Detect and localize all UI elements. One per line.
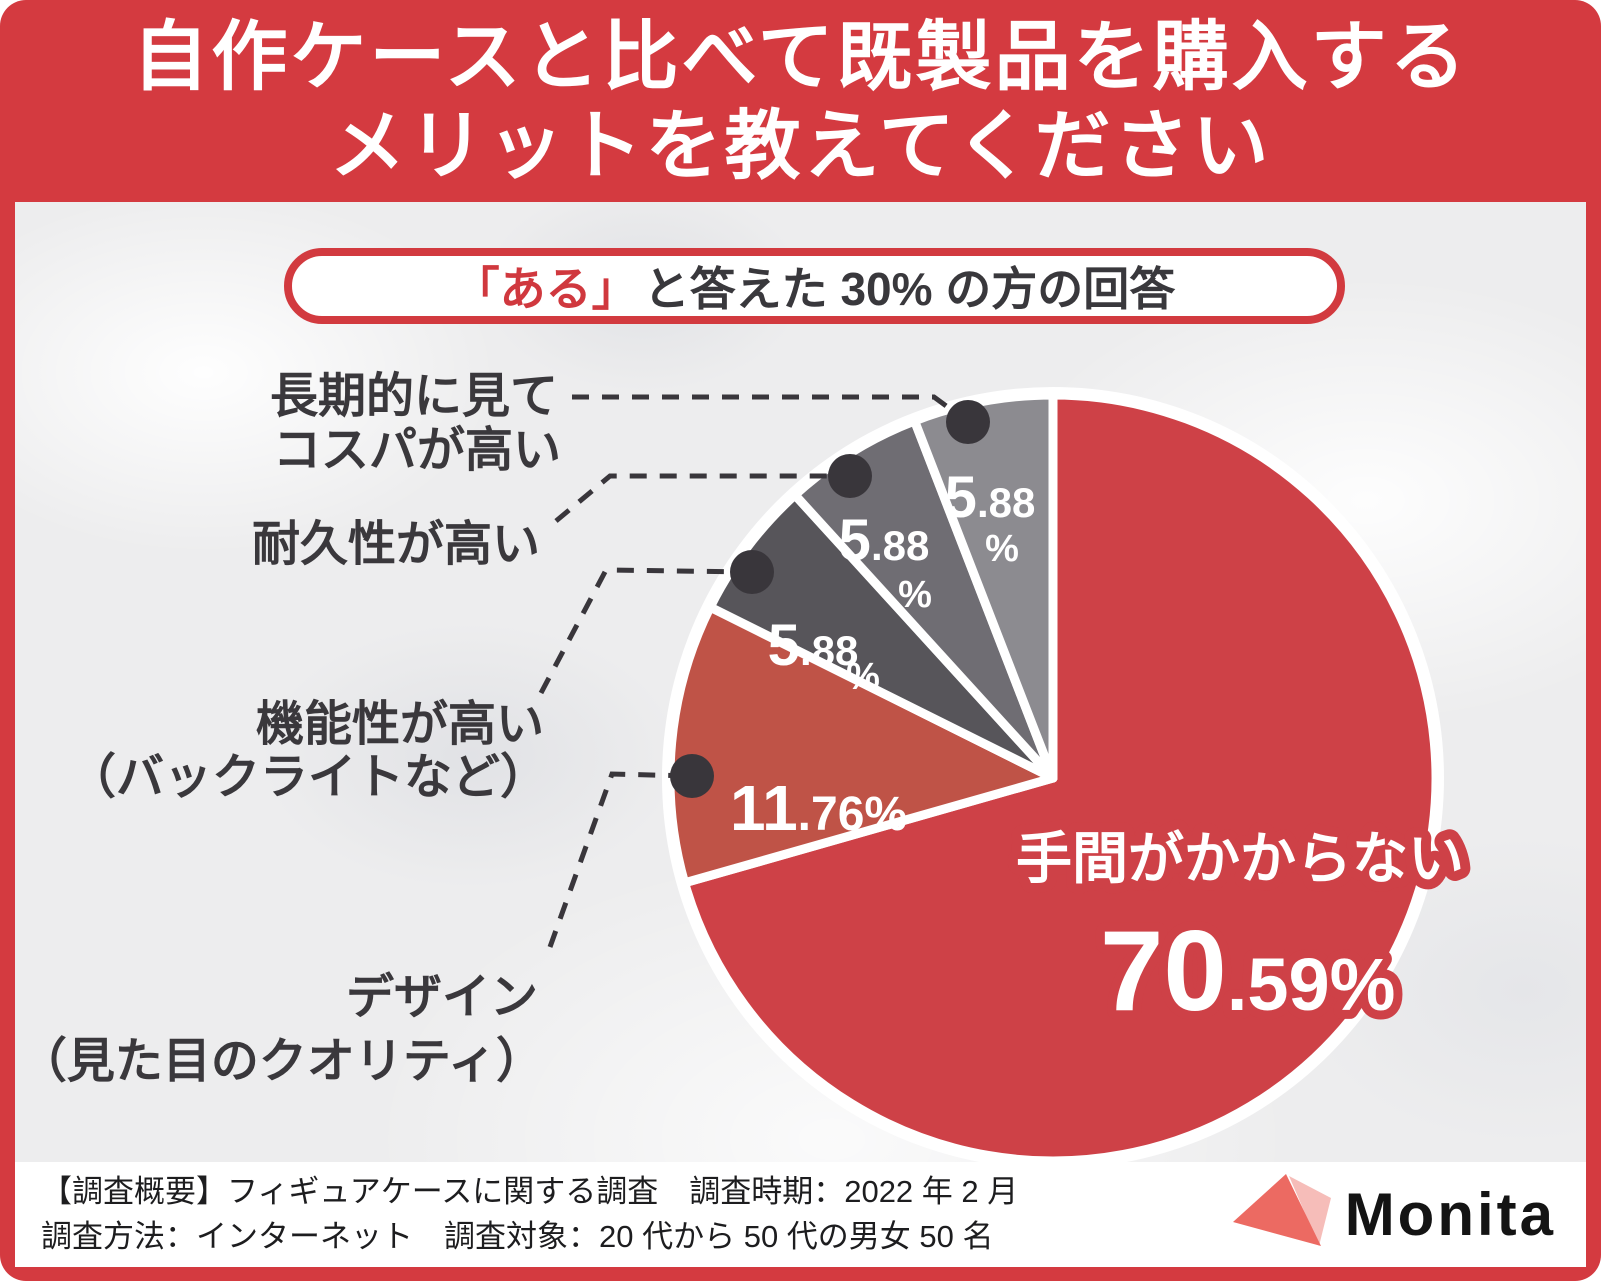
value-label-kinousei-pct: % <box>846 656 880 698</box>
callout-taikyusei: 耐久性が高い <box>252 518 540 571</box>
value-label-kinousei: 5.88 <box>768 613 859 678</box>
callout-cospa-line2: コスパが高い <box>273 424 561 477</box>
callout-kinousei-line2: （バックライトなど） <box>68 751 548 804</box>
subtitle-highlight: 「ある」 <box>453 263 638 315</box>
value-label-taikyusei-pct: % <box>898 574 932 616</box>
callout-design-line1: デザイン <box>346 970 538 1024</box>
subtitle-text: と答えた 30% の方の回答 <box>643 263 1176 315</box>
leader-line-kinousei <box>538 567 753 695</box>
page-title-line1: 自作ケースと比べて既製品を購入する <box>132 15 1469 101</box>
anchor-dot-kinousei <box>730 550 774 594</box>
survey-overview-line2: 調査方法：インターネット 調査対象：20 代から 50 代の男女 50 名 <box>41 1218 994 1254</box>
survey-overview: 【調査概要】フィギュアケースに関する調査 調査時期：2022 年 2 月 調査方… <box>41 1170 1018 1258</box>
anchor-dot-cospa <box>946 400 990 444</box>
pie-slice-tema <box>680 390 1441 1166</box>
value-label-design: 11.76% <box>730 772 907 844</box>
leader-line-design <box>547 771 693 948</box>
value-label-tema-pct: 70.59% <box>1100 908 1395 1035</box>
value-label-taikyusei: 5.88 <box>839 508 930 573</box>
logo-triangle-icon <box>1232 1173 1331 1246</box>
value-label-cospa: 5.88 <box>945 465 1036 530</box>
pie-slice-design <box>665 602 1058 888</box>
callout-design-line2: （見た目のクオリティ） <box>19 1035 544 1088</box>
leader-line-taikyusei <box>554 473 850 523</box>
survey-overview-line1: 【調査概要】フィギュアケースに関する調査 調査時期：2022 年 2 月 <box>41 1174 1019 1210</box>
callout-kinousei-line1: 機能性が高い <box>256 698 544 751</box>
brand-logo: Monita <box>1231 1173 1556 1256</box>
pie-slice-cospa <box>910 390 1058 783</box>
callout-cospa-line1: 長期的に見て <box>270 370 558 423</box>
logo-wordmark: Monita <box>1344 1181 1556 1248</box>
header-banner: 自作ケースと比べて既製品を購入する メリットを教えてください <box>0 0 1601 202</box>
value-label-cospa-pct: % <box>985 528 1019 570</box>
anchor-dot-taikyusei <box>828 454 872 498</box>
footer-bar: 【調査概要】フィギュアケースに関する調査 調査時期：2022 年 2 月 調査方… <box>15 1162 1586 1267</box>
anchor-dot-design <box>670 754 714 798</box>
subtitle-badge: 「ある」 と答えた 30% の方の回答 <box>284 248 1345 324</box>
value-label-tema-text: 手間がかからない <box>1016 827 1464 890</box>
page-title-line2: メリットを教えてください <box>329 104 1272 189</box>
